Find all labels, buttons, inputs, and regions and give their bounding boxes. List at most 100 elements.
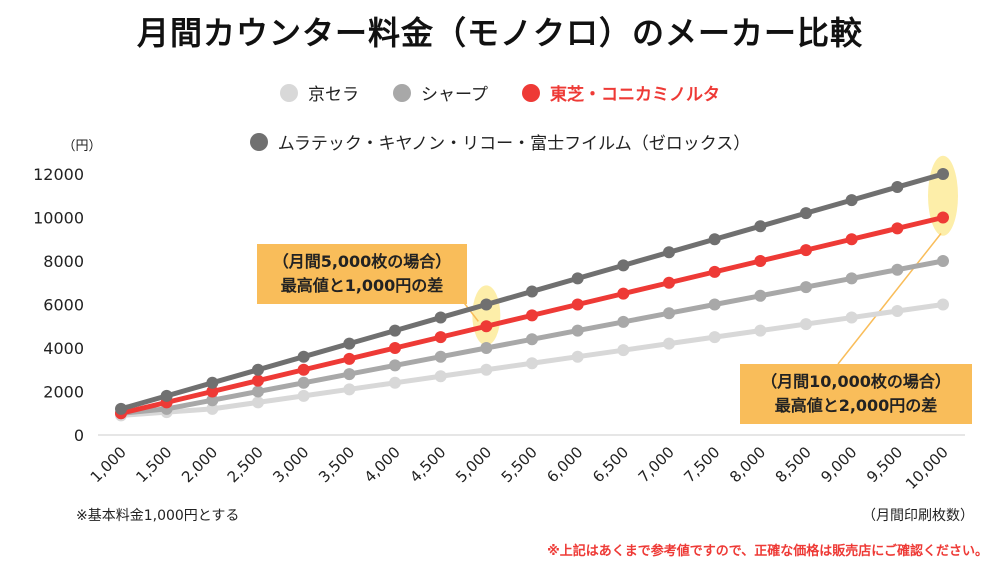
legend-label-kyocera: 京セラ bbox=[308, 85, 359, 105]
x-tick-label: 2,000 bbox=[178, 443, 221, 486]
highlight-10000 bbox=[928, 155, 958, 236]
x-tick-label: 9,000 bbox=[817, 443, 860, 486]
legend-marker-toshiba-konica bbox=[521, 83, 540, 102]
data-point-series-3 bbox=[663, 246, 675, 259]
disclaimer: ※上記はあくまで参考値ですので、正確な価格は販売店にご確認ください。 bbox=[547, 544, 988, 559]
data-point-series-2 bbox=[297, 363, 310, 376]
x-tick-label: 1,500 bbox=[132, 443, 175, 486]
x-tick-label: 9,500 bbox=[863, 443, 906, 486]
x-tick-label: 1,000 bbox=[87, 443, 130, 486]
data-point-series-1 bbox=[708, 298, 721, 311]
data-point-series-2 bbox=[800, 244, 812, 257]
y-tick-label: 10000 bbox=[33, 209, 84, 228]
legend-label-muratec-group: ムラテック・キヤノン・リコー・富士フイルム（ゼロックス） bbox=[277, 134, 751, 154]
legend-item-toshiba-konica: 東芝・コニカミノルタ bbox=[521, 80, 720, 105]
data-point-series-1 bbox=[800, 281, 812, 294]
y-tick-label: 8000 bbox=[43, 252, 84, 271]
data-point-series-3 bbox=[937, 168, 949, 180]
data-point-series-3 bbox=[800, 207, 812, 220]
legend-row-1: 京セラ シャープ 東芝・コニカミノルタ bbox=[0, 80, 1000, 105]
data-point-series-2 bbox=[617, 287, 630, 300]
data-point-series-2 bbox=[663, 276, 675, 289]
data-point-series-0 bbox=[891, 305, 904, 318]
data-point-series-0 bbox=[480, 363, 493, 376]
data-point-series-1 bbox=[937, 255, 949, 267]
x-tick-label: 6,500 bbox=[589, 443, 632, 486]
x-tick-label: 7,000 bbox=[635, 443, 678, 486]
data-point-series-2 bbox=[526, 309, 538, 322]
data-point-series-2 bbox=[754, 255, 767, 267]
data-point-series-0 bbox=[845, 311, 858, 324]
callout-10000-line1: （月間10,000枚の場合） bbox=[761, 372, 951, 391]
x-tick-label: 3,500 bbox=[315, 443, 358, 486]
data-point-series-0 bbox=[252, 396, 264, 409]
callout-5000: （月間5,000枚の場合） 最高値と1,000円の差 bbox=[257, 244, 467, 304]
data-point-series-3 bbox=[297, 350, 310, 363]
x-tick-label: 10,000 bbox=[902, 443, 952, 493]
data-point-series-3 bbox=[434, 311, 447, 324]
y-tick-label: 4000 bbox=[43, 339, 84, 358]
data-point-series-0 bbox=[297, 389, 310, 402]
data-point-series-0 bbox=[663, 337, 675, 350]
x-tick-label: 5,000 bbox=[452, 443, 495, 486]
x-tick-label: 2,500 bbox=[224, 443, 267, 486]
callout-10000-line2: 最高値と2,000円の差 bbox=[774, 396, 938, 415]
legend-item-sharp: シャープ bbox=[393, 80, 488, 105]
x-tick-label: 6,000 bbox=[543, 443, 586, 486]
x-tick-label: 4,000 bbox=[361, 443, 404, 486]
data-point-series-2 bbox=[845, 233, 858, 246]
x-axis-label: （月間印刷枚数） bbox=[862, 508, 974, 524]
y-tick-label: 0 bbox=[74, 426, 84, 445]
y-tick-label: 12000 bbox=[33, 165, 84, 184]
data-point-series-2 bbox=[480, 320, 493, 333]
highlight-5000 bbox=[472, 285, 501, 346]
data-point-series-0 bbox=[343, 383, 356, 396]
legend-row-2: ムラテック・キヤノン・リコー・富士フイルム（ゼロックス） bbox=[0, 129, 1000, 154]
data-point-series-2 bbox=[708, 265, 721, 278]
data-point-series-2 bbox=[937, 211, 949, 224]
callout-10000-pointer bbox=[837, 233, 942, 365]
x-tick-label: 8,000 bbox=[726, 443, 769, 486]
data-point-series-3 bbox=[571, 272, 584, 285]
data-point-series-0 bbox=[937, 298, 949, 311]
data-point-series-1 bbox=[663, 307, 675, 320]
data-point-series-2 bbox=[389, 342, 401, 354]
data-point-series-2 bbox=[206, 385, 219, 398]
callout-10000: （月間10,000枚の場合） 最高値と2,000円の差 bbox=[740, 364, 972, 424]
callout-5000-line2: 最高値と1,000円の差 bbox=[280, 276, 444, 295]
data-point-series-3 bbox=[708, 233, 721, 246]
data-point-series-3 bbox=[617, 259, 630, 272]
data-point-series-1 bbox=[571, 324, 584, 337]
data-point-series-2 bbox=[571, 298, 584, 311]
data-point-series-1 bbox=[845, 272, 858, 285]
data-point-series-1 bbox=[754, 289, 767, 302]
footnote: ※基本料金1,000円とする bbox=[76, 508, 240, 524]
data-point-series-0 bbox=[206, 402, 219, 415]
x-tick-label: 7,500 bbox=[680, 443, 723, 486]
callout-5000-line1: （月間5,000枚の場合） bbox=[272, 252, 452, 271]
legend-marker-kyocera bbox=[280, 83, 298, 102]
data-point-series-3 bbox=[160, 389, 173, 402]
legend-item-kyocera: 京セラ bbox=[280, 80, 359, 105]
data-point-series-3 bbox=[526, 285, 538, 298]
data-point-series-3 bbox=[754, 220, 767, 233]
data-point-series-1 bbox=[891, 263, 904, 276]
data-point-series-3 bbox=[845, 194, 858, 207]
chart-title: 月間カウンター料金（モノクロ）のメーカー比較 bbox=[136, 14, 863, 52]
data-point-series-2 bbox=[343, 352, 356, 365]
legend-label-sharp: シャープ bbox=[421, 85, 488, 105]
x-tick-label: 3,000 bbox=[269, 443, 312, 486]
x-tick-label: 8,500 bbox=[772, 443, 815, 486]
y-tick-label: 6000 bbox=[43, 296, 84, 315]
data-point-series-0 bbox=[434, 370, 447, 383]
data-point-series-0 bbox=[526, 357, 538, 370]
data-point-series-2 bbox=[252, 374, 264, 387]
y-axis-unit: （円） bbox=[62, 139, 101, 154]
data-point-series-0 bbox=[708, 331, 721, 344]
data-point-series-0 bbox=[617, 344, 630, 357]
data-point-series-3 bbox=[252, 363, 264, 376]
data-point-series-1 bbox=[526, 333, 538, 346]
data-point-series-1 bbox=[480, 342, 493, 354]
data-point-series-0 bbox=[571, 350, 584, 363]
